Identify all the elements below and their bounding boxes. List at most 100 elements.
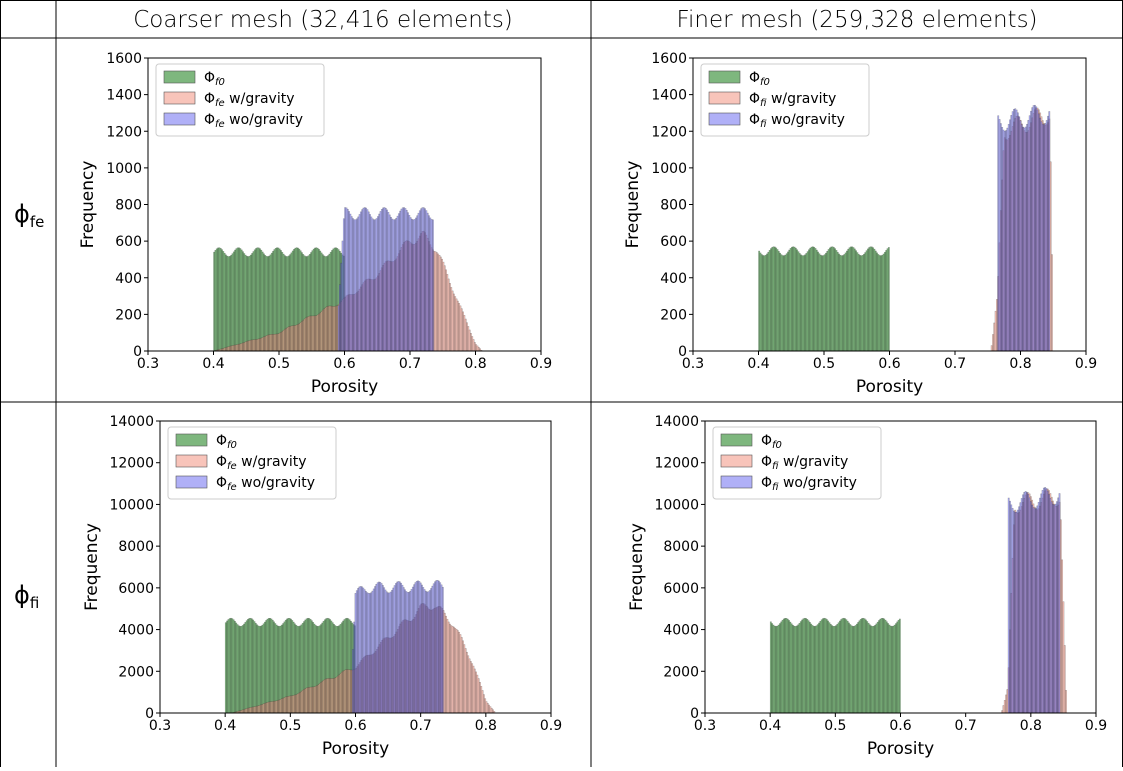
legend-swatch-with_gravity [164, 92, 195, 104]
y-tick-label: 1000 [651, 161, 687, 177]
y-tick-label: 10000 [654, 497, 699, 513]
x-tick-label: 0.7 [955, 718, 977, 734]
x-tick-label: 0.7 [944, 356, 966, 372]
y-tick-label: 12000 [109, 456, 154, 472]
x-tick-label: 0.5 [824, 718, 846, 734]
y-tick-label: 4000 [663, 623, 699, 639]
histogram-bar [432, 220, 433, 351]
column-header-fine: Finer mesh (259,328 elements) [676, 7, 1037, 33]
x-tick-label: 0.9 [530, 356, 552, 372]
series-without_gravity [352, 580, 443, 713]
x-axis-label: Porosity [867, 739, 934, 759]
y-tick-label: 6000 [118, 581, 154, 597]
y-tick-label: 14000 [654, 414, 699, 430]
y-tick-label: 1400 [106, 88, 142, 104]
x-axis-label: Porosity [322, 739, 389, 759]
legend-swatch-without_gravity [176, 476, 207, 488]
y-tick-label: 400 [115, 271, 142, 287]
column-header-coarse: Coarser mesh (32,416 elements) [133, 7, 513, 33]
x-tick-label: 0.9 [1075, 356, 1097, 372]
legend-swatch-initial [709, 71, 740, 83]
legend-swatch-initial [176, 434, 207, 446]
y-tick-label: 1200 [651, 124, 687, 140]
legend-swatch-without_gravity [721, 476, 752, 488]
y-tick-label: 800 [115, 198, 142, 214]
x-tick-label: 0.6 [344, 718, 366, 734]
legend-swatch-without_gravity [709, 113, 740, 125]
x-tick-label: 0.4 [747, 356, 769, 372]
y-axis-label: Frequency [78, 161, 98, 249]
y-tick-label: 1000 [106, 161, 142, 177]
histogram-bar [442, 587, 443, 713]
legend-swatch-initial [721, 434, 752, 446]
x-tick-label: 0.5 [268, 356, 290, 372]
y-tick-label: 600 [115, 234, 142, 250]
x-tick-label: 0.8 [464, 356, 486, 372]
series-initial [770, 618, 900, 713]
x-axis-label: Porosity [311, 377, 378, 397]
legend-swatch-initial [164, 71, 195, 83]
y-axis-label: Frequency [623, 161, 643, 249]
legend-swatch-with_gravity [176, 455, 207, 467]
x-tick-label: 0.5 [279, 718, 301, 734]
x-tick-label: 0.8 [475, 718, 497, 734]
y-tick-label: 0 [690, 706, 699, 722]
y-tick-label: 6000 [663, 581, 699, 597]
histogram-bar [1065, 690, 1066, 713]
y-tick-label: 600 [660, 234, 687, 250]
histogram-bar [888, 247, 889, 351]
series-without_gravity [338, 207, 434, 351]
y-tick-label: 1200 [106, 124, 142, 140]
legend-swatch-with_gravity [709, 92, 740, 104]
histogram-bar [899, 619, 900, 713]
y-tick-label: 800 [660, 198, 687, 214]
row-header-fe: ϕfe [14, 200, 44, 231]
y-tick-label: 8000 [663, 539, 699, 555]
x-tick-label: 0.8 [1020, 718, 1042, 734]
series-without_gravity [998, 105, 1050, 351]
y-tick-label: 10000 [109, 497, 154, 513]
x-tick-label: 0.6 [333, 356, 355, 372]
y-tick-label: 4000 [118, 623, 154, 639]
x-tick-label: 0.4 [202, 356, 224, 372]
y-tick-label: 1600 [651, 51, 687, 67]
y-tick-label: 14000 [109, 414, 154, 430]
y-tick-label: 2000 [663, 664, 699, 680]
x-tick-label: 0.9 [1085, 718, 1107, 734]
x-tick-label: 0.6 [889, 718, 911, 734]
y-tick-label: 0 [145, 706, 154, 722]
y-tick-label: 200 [115, 307, 142, 323]
y-tick-label: 2000 [118, 664, 154, 680]
legend-swatch-without_gravity [164, 113, 195, 125]
x-tick-label: 0.8 [1009, 356, 1031, 372]
y-tick-label: 1600 [106, 51, 142, 67]
x-tick-label: 0.9 [540, 718, 562, 734]
x-tick-label: 0.4 [759, 718, 781, 734]
y-axis-label: Frequency [627, 523, 647, 611]
y-tick-label: 400 [660, 271, 687, 287]
histogram-bar [1051, 255, 1052, 351]
histogram-bar [1049, 111, 1050, 351]
x-tick-label: 0.7 [410, 718, 432, 734]
legend-swatch-with_gravity [721, 455, 752, 467]
y-axis-label: Frequency [82, 523, 102, 611]
histogram-bar [1059, 493, 1060, 713]
x-axis-label: Porosity [856, 377, 923, 397]
x-tick-label: 0.7 [399, 356, 421, 372]
y-tick-label: 0 [678, 344, 687, 360]
y-tick-label: 8000 [118, 539, 154, 555]
series-initial [759, 247, 890, 351]
x-tick-label: 0.6 [878, 356, 900, 372]
x-tick-label: 0.4 [214, 718, 236, 734]
